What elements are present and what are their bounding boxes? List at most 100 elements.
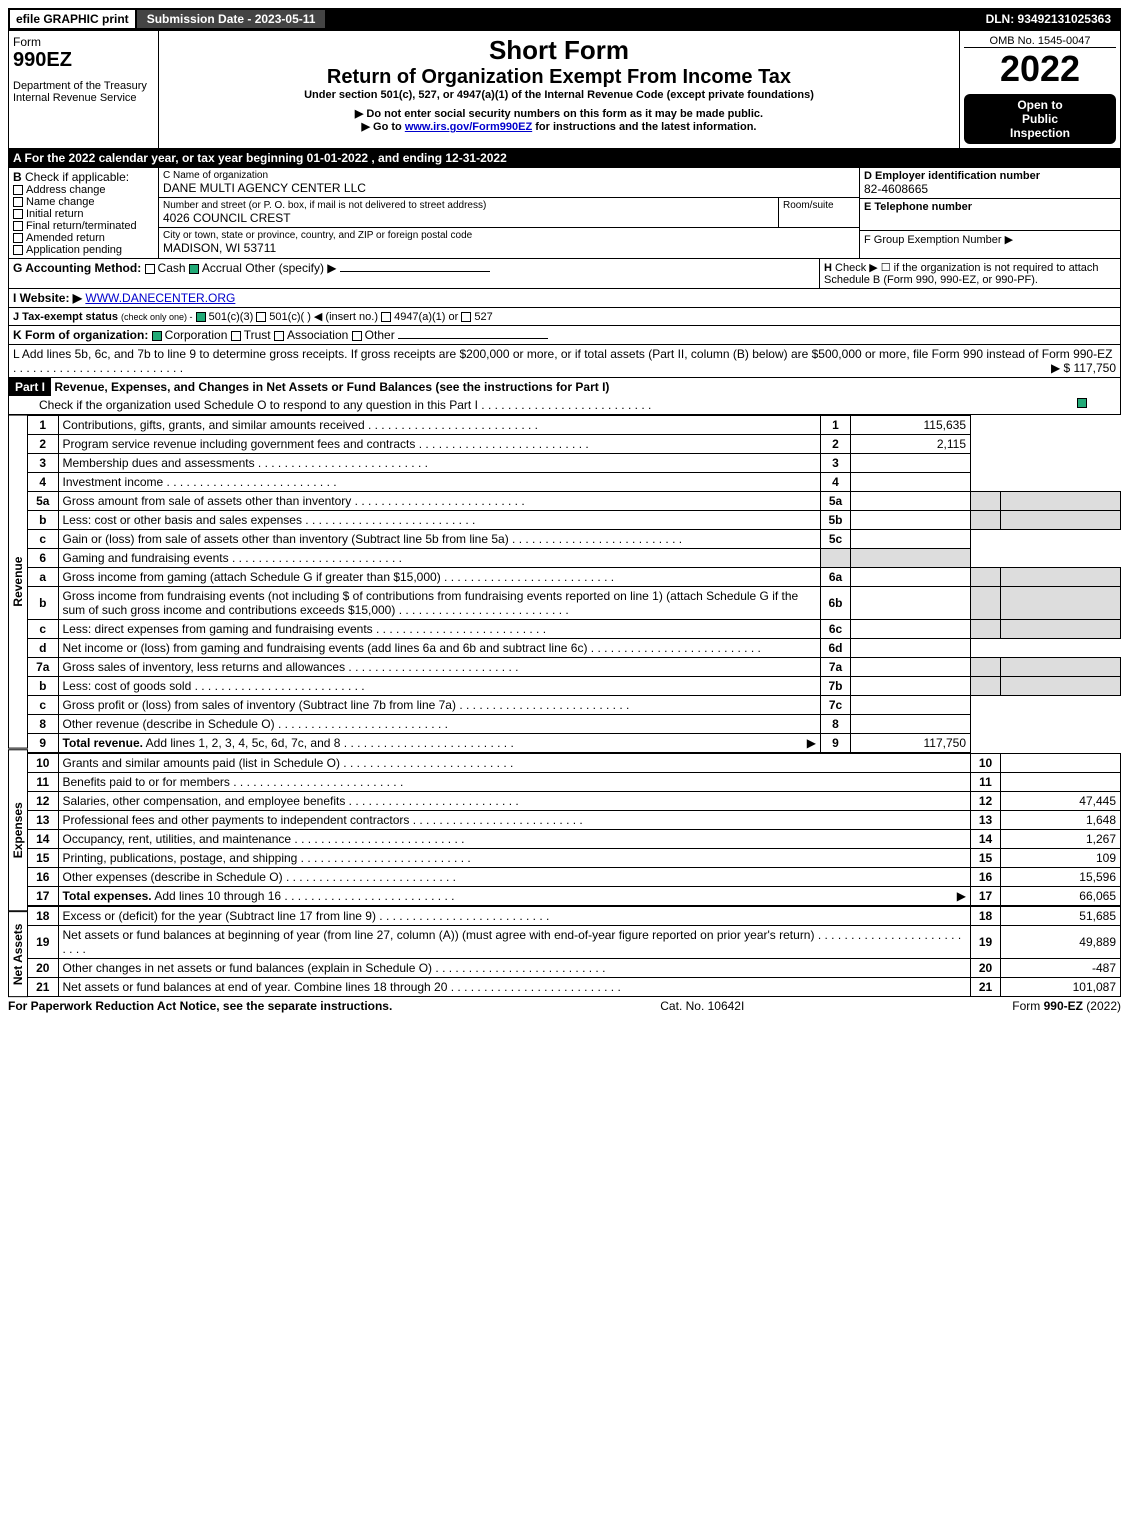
revenue-label: Revenue bbox=[8, 415, 28, 749]
section-j: J Tax-exempt status (check only one) - 5… bbox=[8, 308, 1121, 326]
j-4947-checkbox[interactable] bbox=[381, 312, 391, 322]
revenue-table: 1Contributions, gifts, grants, and simil… bbox=[28, 415, 1121, 753]
efile-label[interactable]: efile GRAPHIC print bbox=[10, 10, 137, 28]
accrual-checkbox[interactable] bbox=[189, 264, 199, 274]
section-i: I Website: ▶ WWW.DANECENTER.ORG bbox=[8, 289, 1121, 308]
line-row: 1Contributions, gifts, grants, and simil… bbox=[28, 416, 1121, 435]
k-corp-checkbox[interactable] bbox=[152, 331, 162, 341]
line-row: 21Net assets or fund balances at end of … bbox=[28, 978, 1121, 997]
line-row: bLess: cost of goods sold7b bbox=[28, 677, 1121, 696]
l-text: L Add lines 5b, 6c, and 7b to line 9 to … bbox=[13, 347, 1112, 361]
line-row: 6Gaming and fundraising events bbox=[28, 549, 1121, 568]
b-checkbox-item[interactable]: Final return/terminated bbox=[13, 220, 154, 232]
part1-label: Part I bbox=[9, 378, 51, 396]
line-row: 2Program service revenue including gover… bbox=[28, 435, 1121, 454]
website-link[interactable]: WWW.DANECENTER.ORG bbox=[85, 291, 235, 305]
section-g-h: G Accounting Method: Cash Accrual Other … bbox=[8, 259, 1121, 289]
j-label: J Tax-exempt status bbox=[13, 311, 118, 323]
street-address: 4026 COUNCIL CREST bbox=[163, 211, 774, 225]
line-row: cLess: direct expenses from gaming and f… bbox=[28, 620, 1121, 639]
line-row: dNet income or (loss) from gaming and fu… bbox=[28, 639, 1121, 658]
irs-label: Internal Revenue Service bbox=[13, 92, 154, 104]
l-amount: ▶ $ 117,750 bbox=[1051, 361, 1116, 375]
b-label: B bbox=[13, 170, 22, 184]
j-527-checkbox[interactable] bbox=[461, 312, 471, 322]
line-row: 10Grants and similar amounts paid (list … bbox=[28, 754, 1121, 773]
submission-date: Submission Date - 2023-05-11 bbox=[137, 10, 328, 28]
expenses-label: Expenses bbox=[8, 749, 28, 911]
b-checkbox-item[interactable]: Address change bbox=[13, 184, 154, 196]
goto-link[interactable]: www.irs.gov/Form990EZ bbox=[405, 121, 532, 133]
f-label: F Group Exemption Number ▶ bbox=[864, 233, 1116, 246]
form-label: Form bbox=[13, 35, 154, 49]
footer-mid: Cat. No. 10642I bbox=[660, 999, 744, 1013]
street-label: Number and street (or P. O. box, if mail… bbox=[163, 200, 774, 211]
line-row: 14Occupancy, rent, utilities, and mainte… bbox=[28, 830, 1121, 849]
main-title: Return of Organization Exempt From Incom… bbox=[163, 66, 955, 89]
line-row: 8Other revenue (describe in Schedule O)8 bbox=[28, 715, 1121, 734]
i-label: I Website: ▶ bbox=[13, 291, 82, 305]
line-row: 4Investment income4 bbox=[28, 473, 1121, 492]
h-label: H bbox=[824, 262, 832, 274]
j-501c-checkbox[interactable] bbox=[256, 312, 266, 322]
goto-prefix: ▶ Go to bbox=[362, 121, 405, 133]
dln: DLN: 93492131025363 bbox=[978, 10, 1119, 28]
expenses-table: 10Grants and similar amounts paid (list … bbox=[28, 753, 1121, 906]
form-header: Form 990EZ Department of the Treasury In… bbox=[8, 30, 1121, 149]
k-assoc-checkbox[interactable] bbox=[274, 331, 284, 341]
b-checkbox-item[interactable]: Application pending bbox=[13, 244, 154, 256]
check-if-label: Check if applicable: bbox=[25, 170, 129, 184]
e-label: E Telephone number bbox=[864, 201, 1116, 213]
footer-left: For Paperwork Reduction Act Notice, see … bbox=[8, 999, 392, 1013]
ein-value: 82-4608665 bbox=[864, 182, 1116, 196]
omb-number: OMB No. 1545-0047 bbox=[964, 35, 1116, 48]
room-label: Room/suite bbox=[779, 198, 859, 227]
ssn-warning: ▶ Do not enter social security numbers o… bbox=[163, 107, 955, 120]
line-row: cGain or (loss) from sale of assets othe… bbox=[28, 530, 1121, 549]
netassets-table: 18Excess or (deficit) for the year (Subt… bbox=[28, 906, 1121, 997]
part1-header-row: Part I Revenue, Expenses, and Changes in… bbox=[8, 378, 1121, 415]
part1-schedo-checkbox[interactable] bbox=[1077, 398, 1087, 408]
k-trust-checkbox[interactable] bbox=[231, 331, 241, 341]
g-label: G Accounting Method: bbox=[13, 261, 141, 275]
line-row: aGross income from gaming (attach Schedu… bbox=[28, 568, 1121, 587]
city-value: MADISON, WI 53711 bbox=[163, 241, 855, 255]
cash-checkbox[interactable] bbox=[145, 264, 155, 274]
section-b-through-f: B Check if applicable: Address changeNam… bbox=[8, 168, 1121, 259]
tax-year: 2022 bbox=[964, 48, 1116, 90]
b-checkbox-item[interactable]: Amended return bbox=[13, 232, 154, 244]
section-k: K Form of organization: Corporation Trus… bbox=[8, 326, 1121, 345]
line-row: 3Membership dues and assessments3 bbox=[28, 454, 1121, 473]
city-label: City or town, state or province, country… bbox=[163, 230, 855, 241]
b-checkbox-item[interactable]: Name change bbox=[13, 196, 154, 208]
line-row: 18Excess or (deficit) for the year (Subt… bbox=[28, 907, 1121, 926]
line-row: 16Other expenses (describe in Schedule O… bbox=[28, 868, 1121, 887]
footer-right: Form 990-EZ (2022) bbox=[1012, 999, 1121, 1013]
c-label: C Name of organization bbox=[163, 170, 855, 181]
line-row: 15Printing, publications, postage, and s… bbox=[28, 849, 1121, 868]
line-row: 19Net assets or fund balances at beginni… bbox=[28, 926, 1121, 959]
line-row: bGross income from fundraising events (n… bbox=[28, 587, 1121, 620]
line-row: 17Total expenses. Add lines 10 through 1… bbox=[28, 887, 1121, 906]
k-label: K Form of organization: bbox=[13, 328, 148, 342]
part1-title: Revenue, Expenses, and Changes in Net As… bbox=[54, 380, 609, 394]
b-checkbox-item[interactable]: Initial return bbox=[13, 208, 154, 220]
line-row: 5aGross amount from sale of assets other… bbox=[28, 492, 1121, 511]
inspection-badge: Open to Public Inspection bbox=[964, 94, 1116, 144]
d-label: D Employer identification number bbox=[864, 170, 1116, 182]
subtitle: Under section 501(c), 527, or 4947(a)(1)… bbox=[163, 89, 955, 101]
j-501c3-checkbox[interactable] bbox=[196, 312, 206, 322]
top-bar: efile GRAPHIC print Submission Date - 20… bbox=[8, 8, 1121, 30]
org-name: DANE MULTI AGENCY CENTER LLC bbox=[163, 181, 855, 195]
line-row: 7aGross sales of inventory, less returns… bbox=[28, 658, 1121, 677]
h-text: Check ▶ ☐ if the organization is not req… bbox=[824, 262, 1099, 286]
goto-suffix: for instructions and the latest informat… bbox=[535, 121, 756, 133]
k-other-checkbox[interactable] bbox=[352, 331, 362, 341]
section-l: L Add lines 5b, 6c, and 7b to line 9 to … bbox=[8, 345, 1121, 378]
section-a: A For the 2022 calendar year, or tax yea… bbox=[8, 149, 1121, 168]
line-row: bLess: cost or other basis and sales exp… bbox=[28, 511, 1121, 530]
form-number: 990EZ bbox=[13, 49, 154, 72]
netassets-label: Net Assets bbox=[8, 911, 28, 997]
line-row: 11Benefits paid to or for members11 bbox=[28, 773, 1121, 792]
dept-label: Department of the Treasury bbox=[13, 80, 154, 92]
